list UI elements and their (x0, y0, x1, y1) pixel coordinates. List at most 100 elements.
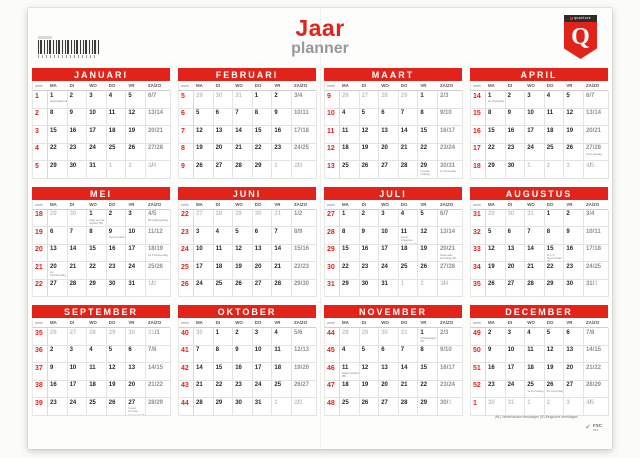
week-row: 51 16 17 18 19 20 21/22 (470, 363, 609, 381)
weekday-header: week (181, 202, 189, 207)
day-number: 29 (342, 281, 349, 287)
weekday-header: DO (400, 320, 408, 325)
day-cell: 21 (525, 262, 545, 280)
day-cell: 28 (67, 279, 88, 297)
week-row: 50 9 10 11 12 13 14/15 (470, 345, 609, 363)
sunday-number: 18 (594, 246, 602, 252)
day-number: 30 (196, 329, 203, 336)
day-cell: 8 (418, 108, 438, 126)
sunday-number: 8 (152, 347, 157, 353)
sunday-number: 29 (156, 399, 164, 406)
day-number: 1 (342, 211, 346, 217)
fold-line (320, 8, 321, 449)
day-number: 31 (89, 162, 96, 169)
day-number: 12 (361, 127, 369, 134)
weekend-cell: 3/4 (291, 91, 317, 109)
day-number: 7 (400, 110, 405, 116)
day-number: 25 (108, 145, 116, 151)
day-number: 5 (488, 228, 492, 235)
day-number: 3 (527, 92, 531, 99)
sunday-number: 10 (444, 110, 452, 116)
day-number: 1 (488, 92, 492, 99)
day-number: 15 (546, 246, 554, 252)
day-cell: 26 (359, 398, 380, 416)
weekend-numbers: 24/25 (293, 145, 310, 151)
week-number: 9 (325, 91, 340, 109)
weekend-cell: 1/2 (291, 209, 317, 227)
weekend-numbers: 2/3 (293, 162, 303, 169)
week-number: 26 (179, 279, 194, 297)
day-cell: 16 (564, 244, 584, 262)
day-number: 18 (342, 382, 349, 388)
weekend-numbers: 22/23 (293, 263, 310, 270)
weekday-header: MA (342, 83, 349, 88)
saturday-number: 24 (585, 263, 593, 270)
weekday-header: MA (50, 320, 57, 325)
weekend-numbers: 19/20 (293, 364, 310, 371)
day-number: 30 (507, 211, 515, 217)
week-number: 24 (179, 244, 194, 262)
day-number: 14 (196, 364, 203, 371)
day-number: 13 (566, 347, 574, 353)
day-number: 14 (527, 246, 534, 252)
weekend-numbers: 29/30 (293, 281, 310, 287)
day-number: 5 (361, 110, 365, 116)
day-cell: 9 (272, 108, 292, 126)
weekday-header: week (181, 84, 189, 88)
day-cell: 31 (126, 279, 146, 297)
weekday-header: week (473, 321, 481, 325)
sunday-number: 9 (298, 228, 303, 235)
sunday-number: 1 (594, 281, 598, 287)
weekday-header-row: week MA DI WO DO VR ZA/ZO (178, 81, 316, 91)
day-number: 18 (108, 127, 116, 134)
day-number: 24 (527, 145, 534, 151)
weekend-cell: 7/8 (583, 328, 609, 346)
day-cell: 14 (67, 244, 88, 262)
fsc-logo: ✓ FSC MIX (585, 423, 602, 432)
holiday-note: 1e Paasdag (439, 170, 456, 173)
day-number: 11 (527, 347, 534, 353)
weekend-numbers: 7/8 (585, 329, 595, 336)
week-number: 22 (179, 209, 194, 227)
weekend-cell: 13/14 (145, 108, 171, 126)
day-cell: 12 (106, 363, 127, 381)
saturday-number: 31 (147, 329, 155, 336)
week-row: 13 25 26 27 28 29 Goede Vrijdag 30/31 1e Paasdag (324, 161, 463, 179)
saturday-number: 13 (147, 110, 155, 116)
weekend-numbers: 17/18 (293, 127, 310, 134)
day-number: 11 (89, 364, 96, 371)
day-cell: 11 (213, 244, 234, 262)
day-cell: 11 (525, 345, 545, 363)
saturday-number: 7 (585, 329, 590, 336)
weekend-numbers: 24/25 (585, 263, 602, 270)
holiday-note: Hemelvaartsdag (108, 236, 126, 239)
day-cell: 19 (418, 244, 438, 262)
sunday-number: 14 (156, 110, 164, 116)
sunday-number: 10 (444, 347, 452, 353)
day-cell: 7 (398, 108, 419, 126)
day-number: 17 (527, 127, 534, 134)
week-number: 3 (33, 126, 48, 144)
day-cell: 13 (379, 363, 399, 381)
day-cell: 5 (486, 227, 506, 245)
weekday-header-row: week MA DI WO DO VR ZA/ZO (32, 318, 170, 328)
day-cell: 25 (398, 262, 419, 280)
day-number: 24 (69, 399, 77, 406)
day-number: 25 (546, 145, 554, 151)
day-cell: 17 (126, 244, 146, 262)
day-cell: 14 (525, 244, 545, 262)
day-number: 20 (50, 263, 57, 270)
week-number: 8 (179, 143, 194, 161)
weekday-header: DO (254, 320, 262, 325)
weekend-cell: 27/28 (437, 262, 463, 280)
day-cell: 11Wapenstilstand (B) (340, 363, 360, 381)
day-cell: 6 (252, 227, 273, 245)
saturday-number: 26 (293, 382, 301, 388)
day-number: 24 (128, 263, 136, 270)
day-cell: 19 (359, 380, 380, 398)
day-cell: 27 (194, 209, 214, 227)
barcode-bars (38, 40, 100, 54)
day-cell: 4 (87, 345, 107, 363)
sunday-number: 8 (590, 329, 595, 336)
